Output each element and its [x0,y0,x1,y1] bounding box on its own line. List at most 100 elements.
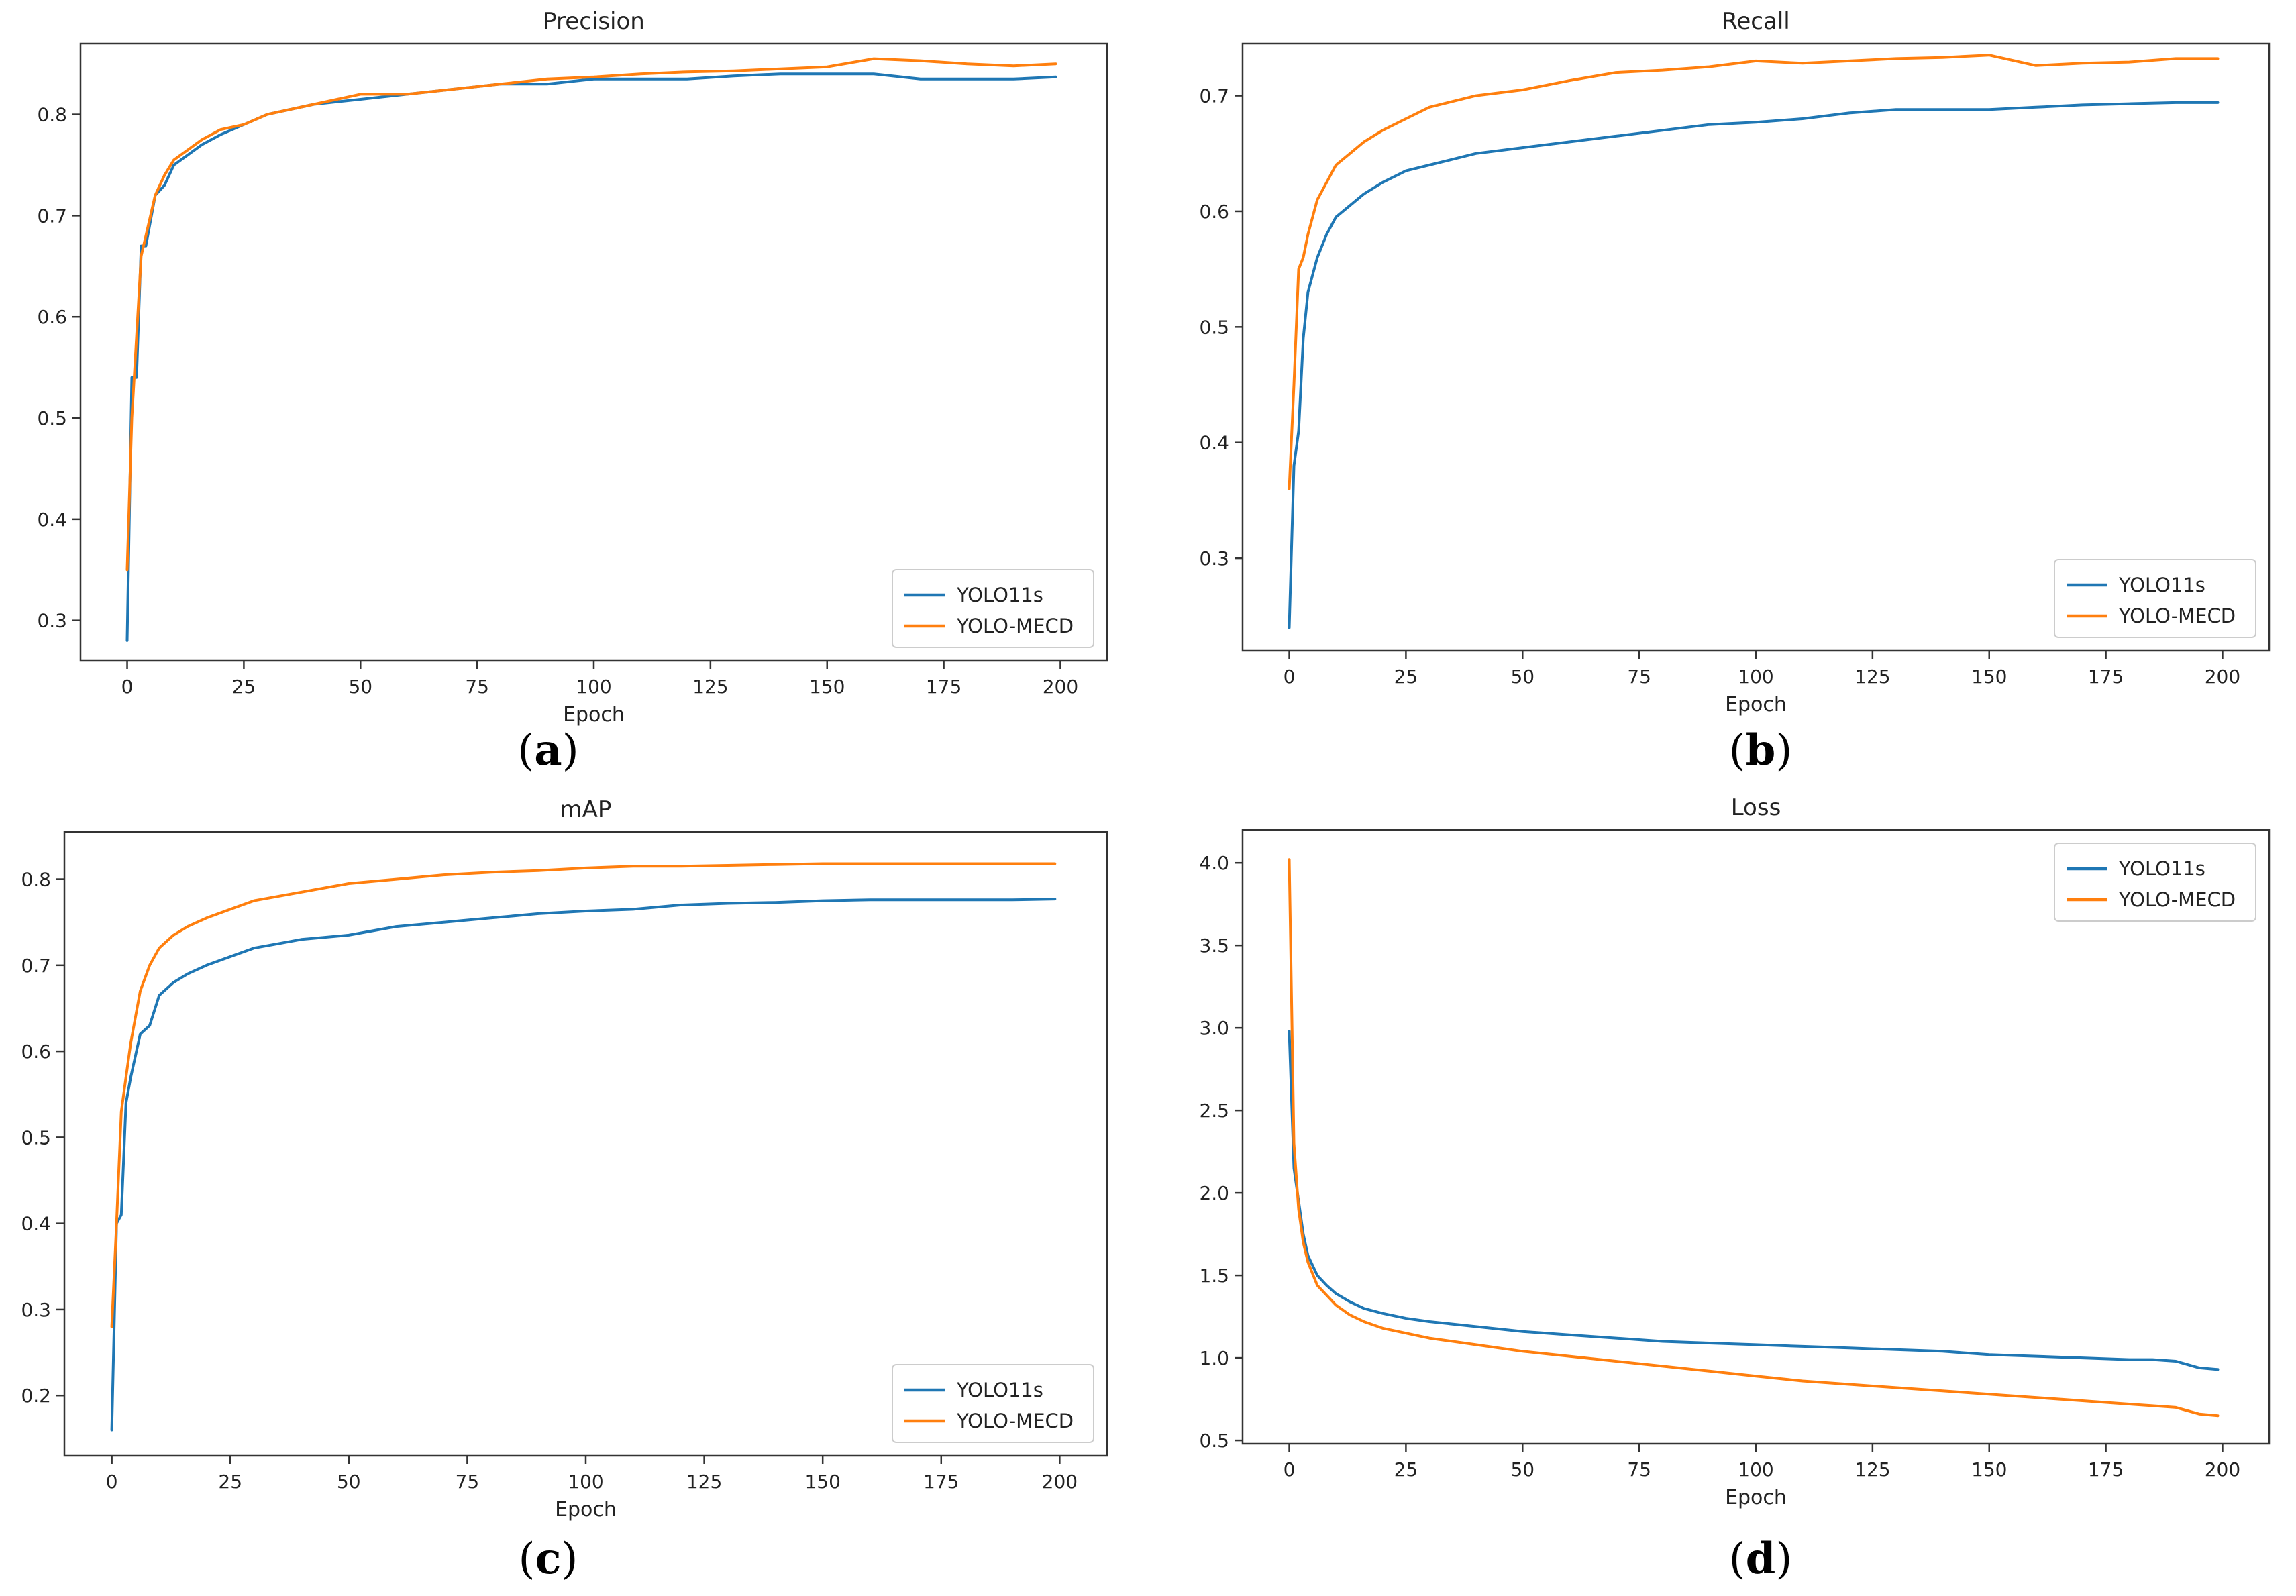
chart-3-x-tick-label: 75 [456,1471,480,1493]
chart-2: Recall 0 25 50 75 100 125 150 175 200 0.3 0.4 0.5 0.6… [1199,8,2271,716]
panel-label-c: (c) [519,1534,578,1584]
chart-3-y-tick-label: 0.7 [21,955,51,977]
chart-3-y-tick-label: 0.6 [21,1041,51,1063]
chart-4-legend-label-2: YOLO-MECD [2118,888,2236,911]
chart-1-y-tick-label: 0.4 [37,509,67,531]
chart-3-x-tick-label: 175 [923,1471,959,1493]
chart-2-legend-label-2: YOLO-MECD [2118,604,2236,627]
chart-4-x-tick-label: 0 [1284,1458,1296,1481]
chart-1-y-tick-label: 0.5 [37,407,67,429]
chart-3-y-tick-label: 0.8 [21,869,51,891]
chart-3-series-yolo11s-line [110,898,1057,1432]
chart-1-x-tick-label: 100 [576,676,611,698]
chart-1-x-tick-label: 50 [348,676,372,698]
chart-1-y-tick-label: 0.3 [37,610,67,632]
panel-label-d: (d) [1729,1534,1793,1584]
chart-1-y-tick-label: 0.7 [37,205,67,227]
chart-4-series-yolo11s-line [1288,1030,2220,1371]
chart-3-legend-label-1: YOLO11s [956,1379,1043,1401]
chart-2-x-tick-label: 175 [2088,666,2124,688]
chart-3-legend-box [892,1364,1094,1443]
chart-1-legend-box [892,569,1094,648]
chart-1-legend-label-1: YOLO11s [956,584,1043,606]
chart-4: Loss 0 25 50 75 100 125 150 175 200 0.5 1.0 1.5 2.0 2.… [1199,794,2271,1509]
chart-4-y-tick-label: 2.5 [1199,1100,1229,1122]
chart-2-xlabel: Epoch [1725,693,1787,716]
chart-3-legend: YOLO11s YOLO-MECD [892,1364,1094,1443]
chart-2-legend-label-1: YOLO11s [2118,574,2205,596]
chart-4-y-tick-label: 3.5 [1199,935,1229,957]
chart-2-x-tick-label: 75 [1627,666,1651,688]
chart-3-series-yolo-mecd-line [110,862,1057,1328]
chart-2-y-tick-label: 0.5 [1199,316,1229,338]
chart-4-y-tick-label: 1.0 [1199,1347,1229,1369]
chart-4-y-tick-label: 0.5 [1199,1430,1229,1452]
chart-4-y-tick-label: 3.0 [1199,1017,1229,1039]
chart-4-x-tick-label: 150 [1971,1458,2007,1481]
chart-2-legend-box [2054,559,2256,638]
chart-2-x-tick-label: 200 [2205,666,2240,688]
chart-2-y-tick-label: 0.7 [1199,85,1229,107]
chart-4-x-tick-label: 175 [2088,1458,2124,1481]
chart-4-xlabel: Epoch [1725,1486,1787,1509]
chart-4-x-tick-label: 100 [1738,1458,1773,1481]
chart-2-x-tick-label: 100 [1738,666,1773,688]
chart-3-x-tick-label: 0 [106,1471,118,1493]
chart-2-y-tick-label: 0.3 [1199,547,1229,570]
chart-4-legend-label-1: YOLO11s [2118,857,2205,880]
chart-3-x-tick-label: 25 [218,1471,242,1493]
chart-1-x-tick-label: 0 [121,676,134,698]
chart-2-series-yolo11s-line [1288,101,2220,629]
chart-1-legend: YOLO11s YOLO-MECD [892,569,1094,648]
chart-3-y-tick-label: 0.3 [21,1299,51,1321]
chart-1-legend-label-2: YOLO-MECD [956,615,1074,637]
chart-2-title: Recall [1722,8,1789,35]
chart-2-y-tick-label: 0.4 [1199,432,1229,454]
chart-3: mAP 0 25 50 75 100 125 150 175 200 0.2 0.3 0.4 0.5 0.6… [21,796,1108,1522]
chart-4-x-tick-label: 25 [1394,1458,1418,1481]
chart-4-y-tick-label: 2.0 [1199,1182,1229,1204]
chart-4-legend-box [2054,843,2256,922]
chart-3-x-tick-label: 50 [337,1471,361,1493]
chart-4-legend: YOLO11s YOLO-MECD [2054,843,2256,922]
chart-3-x-tick-label: 150 [804,1471,840,1493]
chart-2-legend: YOLO11s YOLO-MECD [2054,559,2256,638]
chart-3-x-tick-label: 125 [686,1471,722,1493]
chart-3-x-tick-label: 100 [568,1471,603,1493]
chart-1-title: Precision [543,8,645,35]
chart-1-x-tick-label: 75 [465,676,489,698]
chart-3-x-tick-label: 200 [1042,1471,1078,1493]
chart-2-x-tick-label: 0 [1284,666,1296,688]
chart-4-x-tick-label: 200 [2205,1458,2240,1481]
panel-label-a: (a) [517,725,578,776]
chart-1-xlabel: Epoch [563,703,625,727]
chart-4-title: Loss [1731,794,1781,821]
chart-2-x-tick-label: 125 [1855,666,1890,688]
chart-1-x-tick-label: 25 [232,676,256,698]
chart-3-y-tick-label: 0.2 [21,1385,51,1407]
chart-2-x-tick-label: 50 [1510,666,1534,688]
chart-2-series-yolo-mecd-line [1288,54,2220,490]
chart-4-y-tick-label: 4.0 [1199,852,1229,874]
chart-3-y-tick-label: 0.5 [21,1126,51,1149]
chart-4-y-tick-label: 1.5 [1199,1265,1229,1287]
chart-2-x-tick-label: 25 [1394,666,1418,688]
chart-1-y-tick-label: 0.6 [37,306,67,328]
chart-4-series-yolo-mecd-line [1288,858,2220,1418]
chart-2-y-tick-label: 0.6 [1199,201,1229,223]
chart-1: Precision 0 25 50 75 100 125 150 175 200 0.3 0.4 0.5… [37,8,1108,727]
chart-4-x-tick-label: 50 [1510,1458,1534,1481]
chart-1-x-tick-label: 125 [692,676,728,698]
chart-1-x-tick-label: 200 [1043,676,1078,698]
chart-3-xlabel: Epoch [555,1498,617,1522]
chart-3-legend-label-2: YOLO-MECD [956,1409,1074,1432]
panel-label-b: (b) [1729,725,1793,776]
chart-2-x-tick-label: 150 [1971,666,2007,688]
chart-1-x-tick-label: 175 [926,676,961,698]
chart-1-x-tick-label: 150 [809,676,845,698]
chart-4-x-tick-label: 75 [1627,1458,1651,1481]
chart-1-y-tick-label: 0.8 [37,104,67,126]
chart-3-y-tick-label: 0.4 [21,1213,51,1235]
chart-1-series-yolo-mecd-line [125,57,1057,572]
